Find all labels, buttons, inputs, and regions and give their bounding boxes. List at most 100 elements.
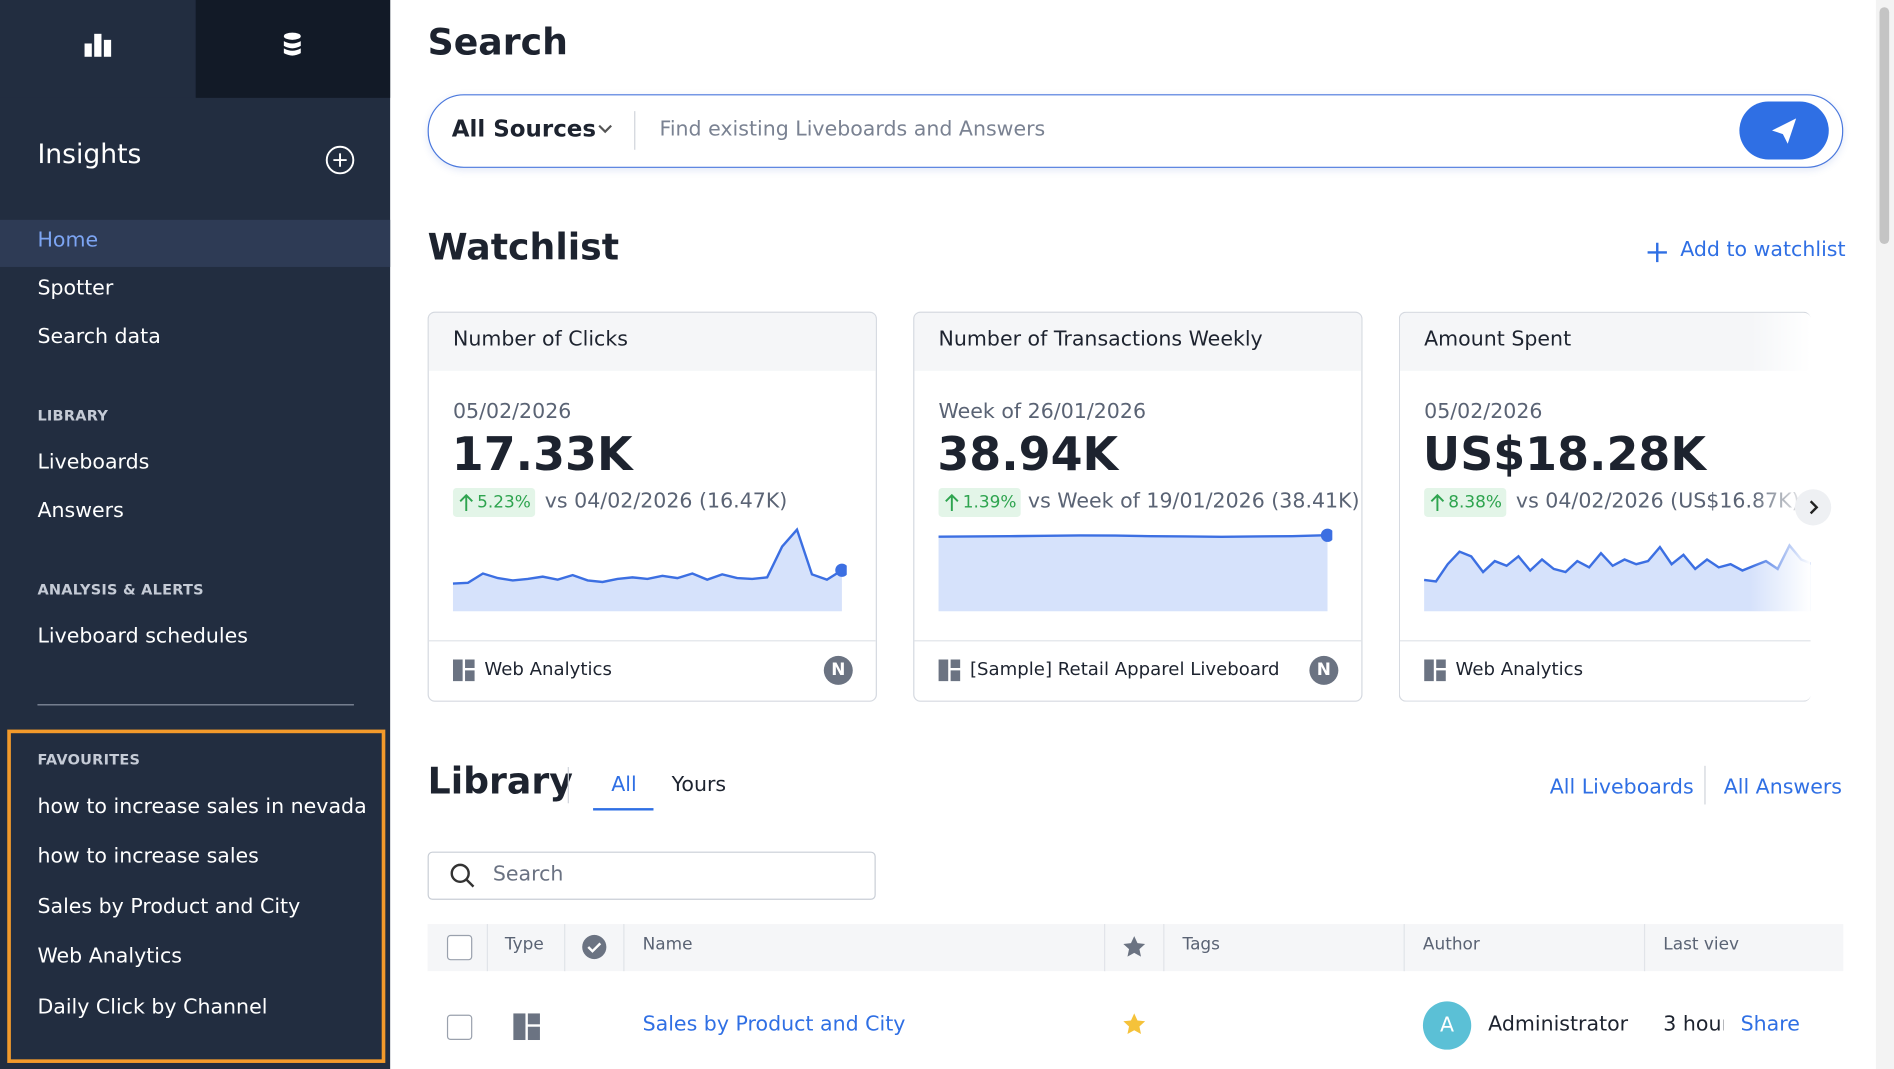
card-source[interactable]: Web Analytics [1455,658,1584,681]
sparkline-line [452,527,843,585]
row-last-viewed: 3 hour [1663,1012,1724,1037]
card-date: 05/02/2026 [452,399,572,424]
scrollbar [1875,0,1894,1069]
comparison: vs 04/02/2026 (16.47K) [544,489,788,514]
favourite-item[interactable]: Web Analytics [37,944,182,969]
sparkline-area [1424,545,1811,612]
col-sep [564,924,566,972]
row-author: Administrator [1488,1012,1629,1037]
search-placeholder: Search [492,862,564,887]
star-icon [1123,936,1146,957]
sparkline-line [1423,543,1811,583]
col-sep [486,924,488,972]
link[interactable]: All Answers [1723,775,1843,800]
column-header[interactable]: Type [504,934,544,955]
col-sep [1163,924,1165,972]
next-button[interactable] [1794,489,1832,526]
section-title: Library [427,760,573,804]
nav-item[interactable]: Spotter [37,276,114,301]
owner-avatar: N [1309,655,1339,685]
column-header[interactable]: Name [642,934,693,955]
link[interactable]: All Liveboards [1549,775,1694,800]
section-heading: ANALYSIS & ALERTS [37,581,204,598]
card-footer-line [1399,640,1811,642]
change-pill: 5.23% [452,487,536,517]
col-sep [1643,924,1646,972]
search-icon [450,863,475,888]
card-footer-line [428,640,876,642]
card-title: Amount Spent [1399,312,1811,371]
liveboard-icon [1424,659,1446,682]
card-source[interactable]: Web Analytics [484,658,612,681]
insights-tab[interactable] [0,0,195,98]
arrow-up [1430,493,1445,511]
sparkline-area [938,535,1328,612]
card-date: Week of 26/01/2026 [938,399,1147,424]
liveboard-icon [513,1013,540,1041]
nav-item[interactable]: Home [37,228,99,253]
arrow-up [459,493,473,511]
chart-icon [84,33,112,57]
data-tab[interactable] [195,0,391,98]
source-select[interactable]: All Sources [451,115,597,143]
send-icon [1772,118,1797,144]
checkbox[interactable] [446,934,473,961]
tab-indicator [593,808,654,811]
checkbox[interactable] [446,1014,473,1041]
card-value: 38.94K [937,427,1119,481]
nav-item[interactable]: Search data [37,324,161,350]
icon [1424,659,1446,682]
send-button[interactable] [1739,101,1829,160]
arrow [459,493,473,511]
active-row [0,219,391,267]
change-pill: 1.39% [938,487,1022,517]
card-source[interactable]: [Sample] Retail Apparel Liveboard [969,658,1280,681]
watch-card[interactable]: Number of Transactions Weekly Week of 26/… [913,311,1363,702]
avatar: A [1422,1001,1472,1050]
favourite-item[interactable]: how to increase sales in nevada [37,794,367,819]
tab[interactable]: All [611,773,637,798]
favourite-item[interactable]: how to increase sales [37,844,259,869]
watch-card[interactable]: Number of Clicks 05/02/2026 17.33K 5.23% vs … [427,311,877,702]
nav-item[interactable]: Liveboard schedules [37,624,248,649]
arrow-up [945,493,959,511]
sidebar-title: Insights [37,140,142,171]
owner-avatar: N [823,655,853,685]
section-title: Watchlist [427,227,620,270]
add-button[interactable] [325,145,355,175]
library-search[interactable] [427,851,876,900]
row-name[interactable]: Sales by Product and City [642,1012,906,1037]
nav-item[interactable]: Answers [37,498,124,524]
favourite-item[interactable]: Daily Click by Channel [37,995,268,1020]
col-sep [1104,924,1106,972]
last-point [1320,528,1333,542]
nav-item[interactable]: Liveboards [37,450,150,475]
favourite-item[interactable]: Sales by Product and City [37,895,301,920]
change-pill: 8.38% [1424,487,1507,517]
change-value: 8.38% [1448,492,1503,513]
star-icon[interactable] [1122,1012,1146,1036]
favourites-highlight [7,729,386,1063]
add-watchlist[interactable]: Add to watchlist [1680,237,1846,263]
change-value: 1.39% [962,492,1017,513]
separator [634,111,636,150]
watch-card[interactable]: Amount Spent 05/02/2026 US$18.28K 8.38% vs 0… [1398,311,1811,702]
chevron [1809,500,1819,515]
column-header[interactable]: Last viev [1663,934,1740,955]
share-link[interactable]: Share [1740,1012,1800,1037]
search-input[interactable]: Find existing Liveboards and Answers [659,117,1046,142]
tab[interactable]: Yours [671,773,727,798]
sparkline-area [452,529,842,612]
column-header[interactable]: Author [1422,934,1480,955]
chevron [598,124,612,134]
sidebar: Insights Home Spotter Search data LIBRAR… [0,0,391,1069]
comparison: vs Week of 19/01/2026 (38.41K) [1027,489,1360,514]
card-value: US$18.28K [1422,427,1706,481]
separator [567,767,569,804]
column-header[interactable]: Tags [1182,934,1220,955]
sparkline [938,528,1333,612]
card-title: Number of Transactions Weekly [914,312,1362,371]
scroll-thumb [1879,7,1890,244]
